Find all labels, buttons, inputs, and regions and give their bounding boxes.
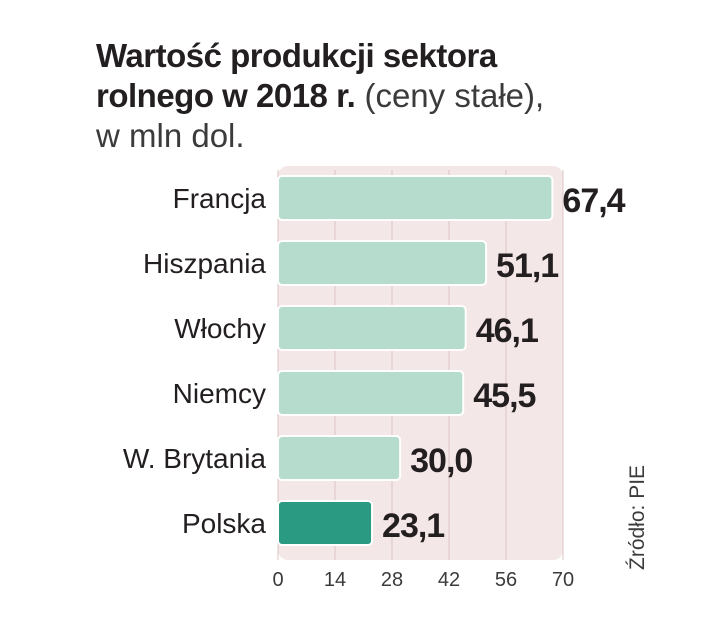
bar bbox=[277, 305, 467, 351]
category-label: Hiszpania bbox=[143, 248, 266, 279]
source-label: Źródło: PIE bbox=[626, 465, 649, 570]
x-tick-label: 42 bbox=[438, 569, 460, 591]
title-line-3-unit: w mln dol. bbox=[96, 117, 245, 154]
value-label: 67,4 bbox=[562, 182, 625, 220]
source-note: Źródło: PIE bbox=[626, 465, 649, 570]
value-label: 46,1 bbox=[476, 312, 538, 350]
value-label: 30,0 bbox=[410, 442, 472, 480]
value-label: 51,1 bbox=[496, 247, 558, 285]
value-label: 45,5 bbox=[473, 377, 535, 415]
bar bbox=[277, 175, 554, 221]
bar bbox=[277, 500, 374, 546]
title-line-1: Wartość produkcji sektora bbox=[96, 37, 497, 74]
bar bbox=[277, 240, 488, 286]
title-line-2-bold: rolnego w 2018 r. bbox=[96, 77, 356, 114]
x-tick-label: 70 bbox=[552, 569, 574, 591]
x-tick-label: 14 bbox=[324, 569, 346, 591]
category-label: Włochy bbox=[174, 313, 266, 344]
x-tick-label: 28 bbox=[381, 569, 403, 591]
chart-title: Wartość produkcji sektora rolnego w 2018… bbox=[96, 36, 656, 156]
category-label: W. Brytania bbox=[123, 443, 267, 474]
x-tick-label: 56 bbox=[495, 569, 517, 591]
category-label: Polska bbox=[182, 508, 266, 539]
value-label: 23,1 bbox=[382, 507, 444, 545]
category-label: Niemcy bbox=[173, 378, 266, 409]
bar bbox=[277, 370, 465, 416]
bar bbox=[277, 435, 402, 481]
category-label: Francja bbox=[173, 183, 267, 214]
x-tick-label: 0 bbox=[272, 569, 283, 591]
title-line-2-light: (ceny stałe), bbox=[355, 77, 545, 114]
